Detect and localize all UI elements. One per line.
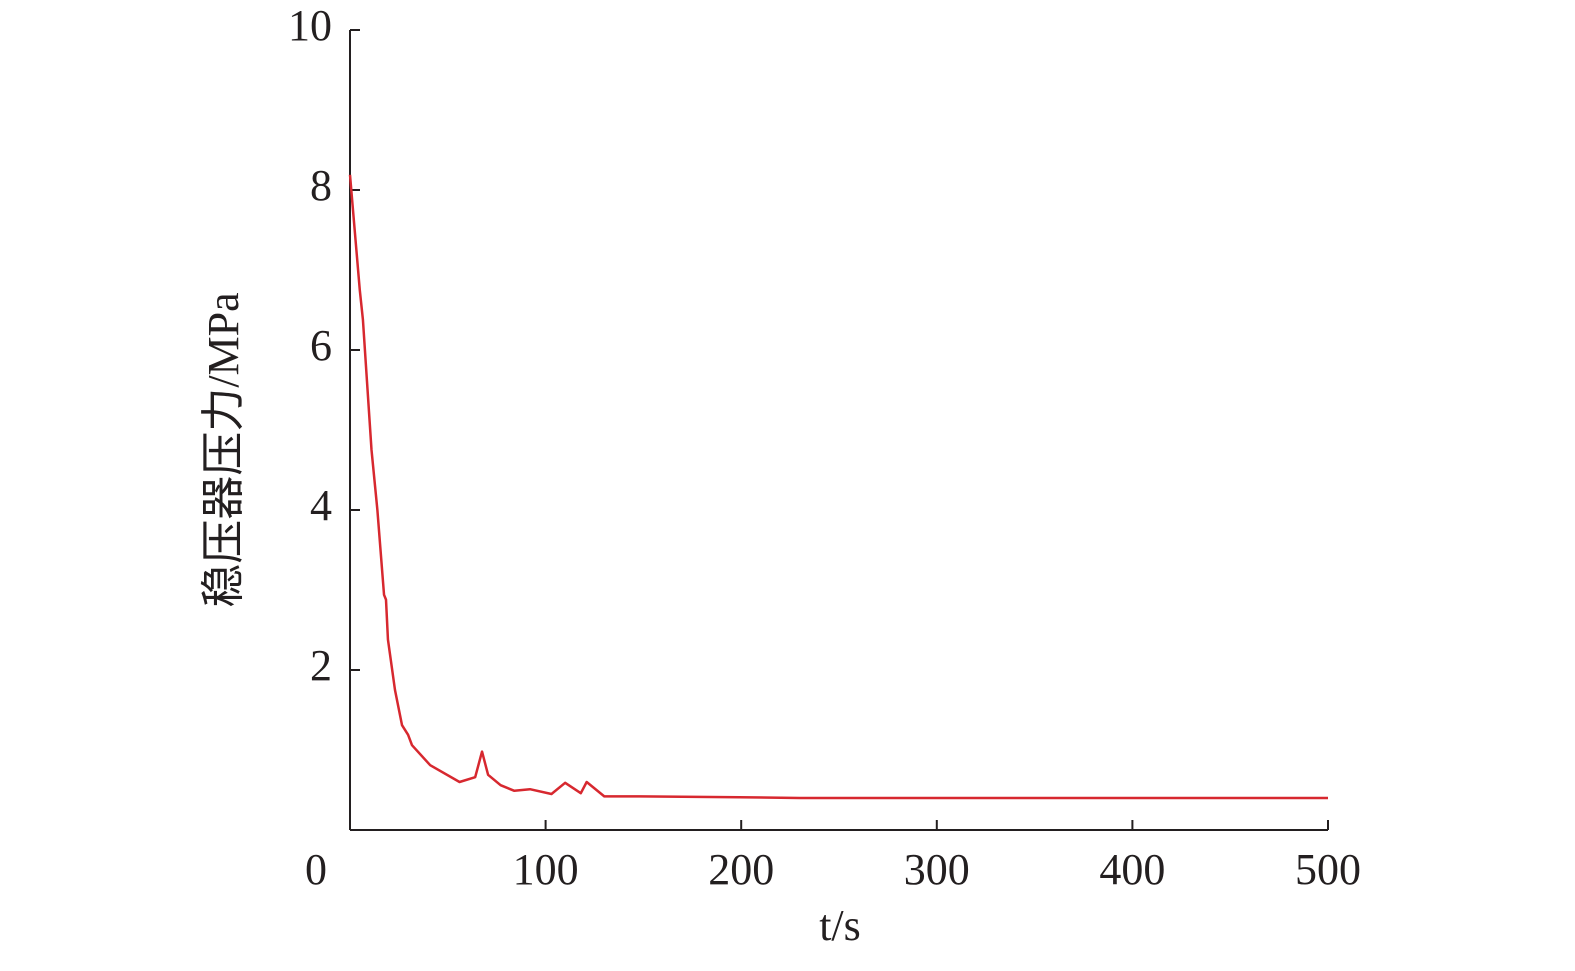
x-tick-label: 300 [904,845,970,894]
x-axis-label: t/s [819,901,861,950]
x-tick-label: 100 [513,845,579,894]
y-tick-label: 2 [310,641,332,690]
x-tick-label: 500 [1295,845,1361,894]
x-tick-label: 400 [1099,845,1165,894]
y-tick-label: 6 [310,321,332,370]
y-axis-label: 稳压器压力/MPa [199,292,248,607]
y-tick-label: 10 [288,1,332,50]
x-tick-label: 0 [305,845,327,894]
y-tick-label: 4 [310,481,332,530]
data-line [348,174,1328,800]
y-tick-label: 8 [310,161,332,210]
x-tick-label: 200 [708,845,774,894]
